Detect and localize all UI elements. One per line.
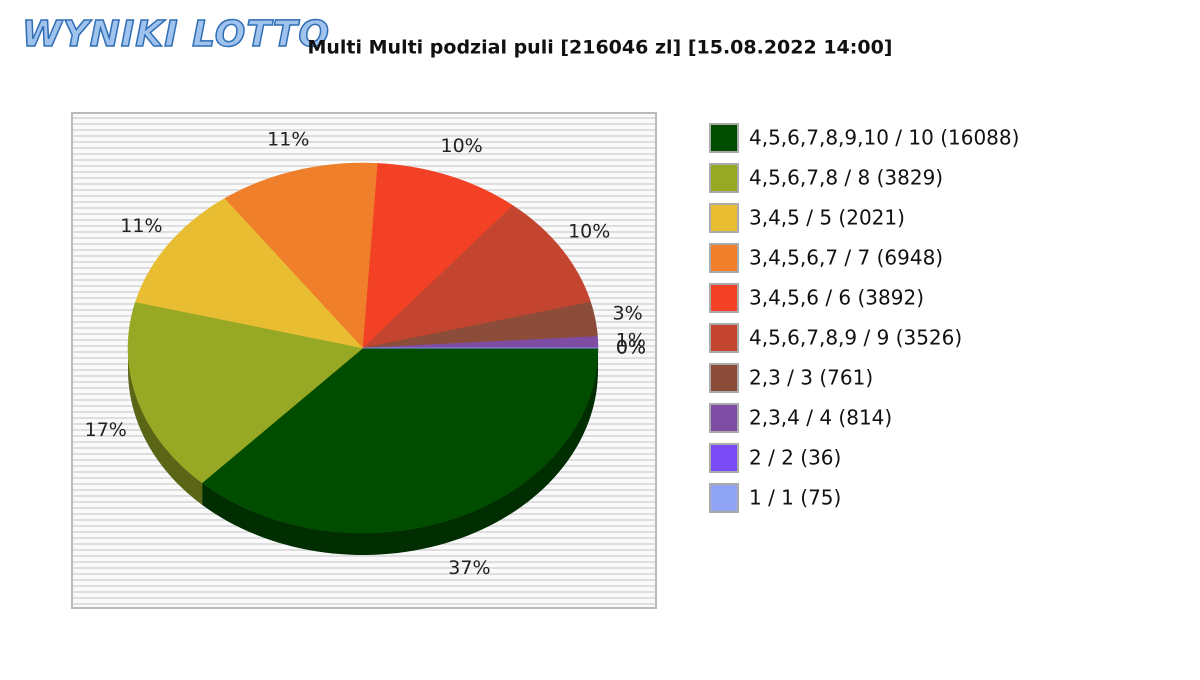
legend-swatch — [709, 323, 739, 353]
legend-label: 3,4,5,6 / 6 (3892) — [749, 286, 924, 310]
slice — [362, 163, 514, 349]
slice-label: 11% — [267, 129, 309, 151]
slice-label: 10% — [568, 221, 610, 243]
legend-swatch — [709, 443, 739, 473]
legend-label: 2,3 / 3 (761) — [749, 366, 873, 390]
legend-swatch — [709, 363, 739, 393]
slice-depth — [202, 348, 599, 555]
legend-label: 1 / 1 (75) — [749, 486, 841, 510]
legend-swatch — [709, 163, 739, 193]
slice-label: 0% — [616, 337, 646, 359]
legend-swatch — [709, 483, 739, 513]
legend-label: 4,5,6,7,8,9 / 9 (3526) — [749, 326, 962, 350]
slice-label: 1% — [616, 330, 646, 352]
slice — [362, 301, 598, 349]
legend-swatch — [709, 283, 739, 313]
slice-label: 11% — [120, 215, 162, 237]
slice-label: 3% — [613, 303, 643, 325]
slice-label: 17% — [85, 419, 127, 441]
legend-label: 4,5,6,7,8 / 8 (3829) — [749, 166, 943, 190]
logo: WYNIKI LOTTO — [22, 14, 330, 55]
legend-swatch — [709, 203, 739, 233]
legend-label: 2 / 2 (36) — [749, 446, 841, 470]
legend-swatch — [709, 403, 739, 433]
legend-swatch — [709, 123, 739, 153]
legend-label: 3,4,5 / 5 (2021) — [749, 206, 905, 230]
legend-label: 2,3,4 / 4 (814) — [749, 406, 892, 430]
slice-depth — [128, 348, 203, 505]
chart-title: Multi Multi podzial puli [216046 zl] [15… — [307, 37, 892, 59]
slice — [224, 162, 379, 349]
slice — [362, 205, 591, 349]
legend-label: 4,5,6,7,8,9,10 / 10 (16088) — [749, 126, 1019, 150]
slice-label: 10% — [441, 135, 483, 157]
slice-label: 37% — [448, 557, 490, 579]
slice — [127, 301, 364, 484]
slice — [201, 347, 599, 534]
slice — [135, 198, 364, 349]
legend-swatch — [709, 243, 739, 273]
slice-label: 0% — [616, 337, 646, 359]
legend-label: 3,4,5,6,7 / 7 (6948) — [749, 246, 943, 270]
